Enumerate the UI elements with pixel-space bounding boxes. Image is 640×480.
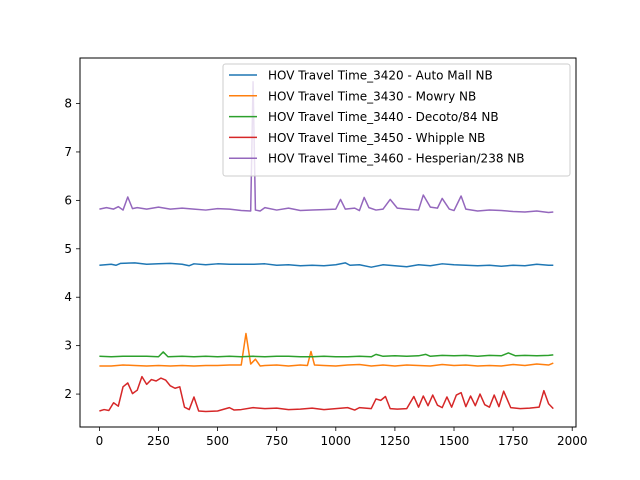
series-line-1	[99, 332, 554, 367]
legend-label-2: HOV Travel Time_3440 - Decoto/84 NB	[268, 110, 499, 124]
y-tick-label: 8	[64, 97, 72, 111]
x-axis: 0 250 500 750 1000 1250 1500 1750 2000	[96, 427, 588, 448]
x-tick-label: 1000	[321, 434, 352, 448]
x-tick-label: 500	[206, 434, 229, 448]
plot-frame	[79, 57, 577, 428]
series-line-0	[99, 262, 554, 268]
y-tick-label: 3	[64, 339, 72, 353]
x-tick-label: 2000	[557, 434, 588, 448]
series-line-4	[99, 80, 554, 214]
y-tick-label: 5	[64, 242, 72, 256]
legend-label-1: HOV Travel Time_3430 - Mowry NB	[268, 89, 476, 103]
x-tick-label: 750	[265, 434, 288, 448]
y-tick-label: 7	[64, 145, 72, 159]
x-tick-label: 0	[96, 434, 104, 448]
x-tick-label: 1500	[439, 434, 470, 448]
y-tick-label: 4	[64, 290, 72, 304]
x-tick-label: 1750	[498, 434, 529, 448]
legend-label-4: HOV Travel Time_3460 - Hesperian/238 NB	[268, 152, 525, 166]
x-tick-label: 250	[147, 434, 170, 448]
y-tick-label: 2	[64, 387, 72, 401]
legend-box	[222, 63, 571, 177]
x-tick-label: 1250	[380, 434, 411, 448]
legend-label-3: HOV Travel Time_3450 - Whipple NB	[268, 131, 485, 145]
series-line-3	[99, 375, 554, 413]
legend: HOV Travel Time_3420 - Auto Mall NB HOV T…	[222, 63, 571, 177]
y-tick-label: 6	[64, 193, 72, 207]
series-layer	[99, 80, 554, 413]
y-axis: 2 3 4 5 6 7 8	[64, 97, 80, 401]
legend-label-0: HOV Travel Time_3420 - Auto Mall NB	[268, 69, 493, 83]
series-line-2	[99, 351, 554, 358]
